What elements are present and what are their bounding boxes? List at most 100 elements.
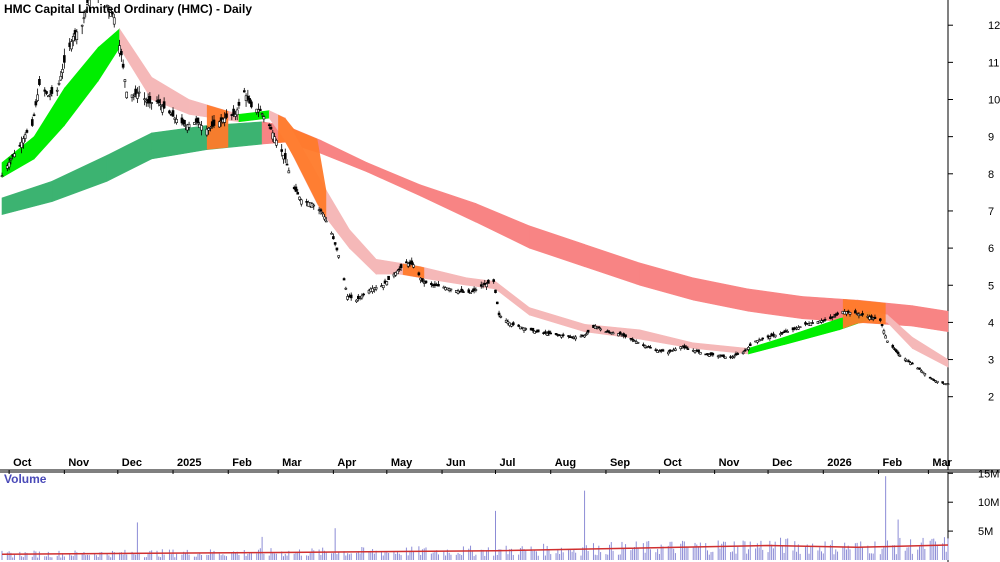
candle-body [223, 117, 226, 123]
candle-body [666, 351, 670, 355]
candle-body [773, 334, 777, 338]
candle-body [417, 272, 421, 276]
candle-body [399, 264, 403, 269]
candle-body [235, 109, 239, 116]
candle-body [150, 102, 153, 104]
candle-body [337, 255, 341, 258]
y-tick-label: 9 [988, 132, 994, 144]
candle-body [50, 87, 54, 94]
x-tick-label: Feb [232, 457, 252, 469]
candle-body [617, 333, 620, 337]
long-band-segment [420, 184, 477, 223]
long-band-segment [584, 243, 641, 286]
candle-body [232, 108, 235, 116]
candle-body [319, 209, 323, 212]
candle-body [410, 260, 414, 265]
candle-body [492, 279, 496, 282]
x-tick-label: Oct [13, 457, 32, 469]
candle-body [259, 108, 262, 111]
candle-body [287, 170, 291, 174]
candle-body [84, 10, 88, 12]
candle-body [437, 283, 440, 287]
candle-body [273, 136, 276, 143]
candle-body [193, 122, 196, 125]
x-tick-label: Feb [883, 457, 903, 469]
candle-body [873, 316, 877, 319]
candle-body [554, 333, 558, 335]
candle-body [285, 163, 289, 166]
candle-body [0, 175, 4, 177]
x-tick-label: 2026 [827, 457, 851, 469]
date-x-axis: Oct Nov Dec 2025 Feb Mar Apr May Jun Jul Aug Sep Oct… [8, 457, 953, 474]
candle-body [786, 331, 789, 333]
candle-body [583, 335, 586, 338]
y-tick-label: 5 [988, 280, 994, 292]
candle-body [732, 355, 736, 358]
x-tick-label: Dec [772, 457, 792, 469]
short-band-segment [97, 28, 120, 82]
candle-body [34, 101, 38, 106]
candle-body [421, 278, 424, 282]
candle-body [225, 113, 228, 118]
y-tick-label: 4 [988, 317, 994, 329]
long-band-segment [639, 262, 694, 301]
short-band-segment [748, 336, 785, 355]
x-tick-label: May [391, 457, 413, 469]
x-tick-label: Nov [719, 457, 741, 469]
short-band-segment [420, 266, 468, 286]
candle-body [22, 138, 25, 144]
candle-body [168, 110, 171, 114]
candle-body [323, 216, 326, 220]
candle-body [182, 119, 186, 125]
candle-body [324, 220, 328, 223]
short-band-segment [349, 228, 377, 275]
candle-body [846, 310, 850, 313]
candle-body [918, 367, 921, 370]
short-band-segment [529, 307, 585, 333]
candle-body [531, 327, 535, 331]
volume-tick-label: 15M [978, 468, 999, 480]
candle-body [70, 41, 73, 50]
chart-title: HMC Capital Limited Ordinary (HMC) - Dai… [4, 2, 252, 16]
candle-body [895, 349, 898, 353]
volume-average [1, 544, 949, 555]
candle-body [59, 75, 63, 81]
candle-body [112, 17, 116, 25]
candle-body [561, 334, 565, 336]
candle-body [462, 291, 465, 293]
candle-body [903, 358, 907, 361]
candle-body [579, 335, 583, 338]
candle-body [333, 242, 337, 245]
candle-body [606, 330, 610, 333]
candle-body [75, 31, 79, 40]
candle-body [248, 98, 251, 104]
candle-body [747, 347, 750, 350]
candle-body [362, 293, 365, 296]
long-band-segment [51, 154, 108, 203]
candle-body [547, 331, 551, 334]
candle-body [134, 88, 137, 95]
candle-body [298, 196, 301, 200]
x-tick-label: Apr [337, 457, 357, 469]
candle-body [132, 95, 136, 98]
candle-body [271, 132, 275, 140]
candle-body [697, 349, 700, 353]
candle-body [355, 299, 358, 303]
candle-body [121, 63, 125, 68]
long-band-segment [366, 162, 421, 197]
candle-body [430, 282, 433, 285]
volume-bars [1, 476, 949, 560]
candle-body [497, 312, 501, 316]
candle-body [722, 354, 725, 357]
candle-body [212, 119, 216, 126]
candle-body [161, 106, 164, 113]
x-tick-label: Aug [555, 457, 576, 469]
candle-body [585, 333, 588, 336]
candle-body [7, 161, 11, 168]
candle-body [611, 332, 615, 335]
candle-body [332, 236, 335, 240]
candle-body [321, 212, 324, 215]
volume-gridlines [0, 471, 1000, 562]
candle-body [61, 69, 64, 73]
candle-body [896, 351, 900, 355]
